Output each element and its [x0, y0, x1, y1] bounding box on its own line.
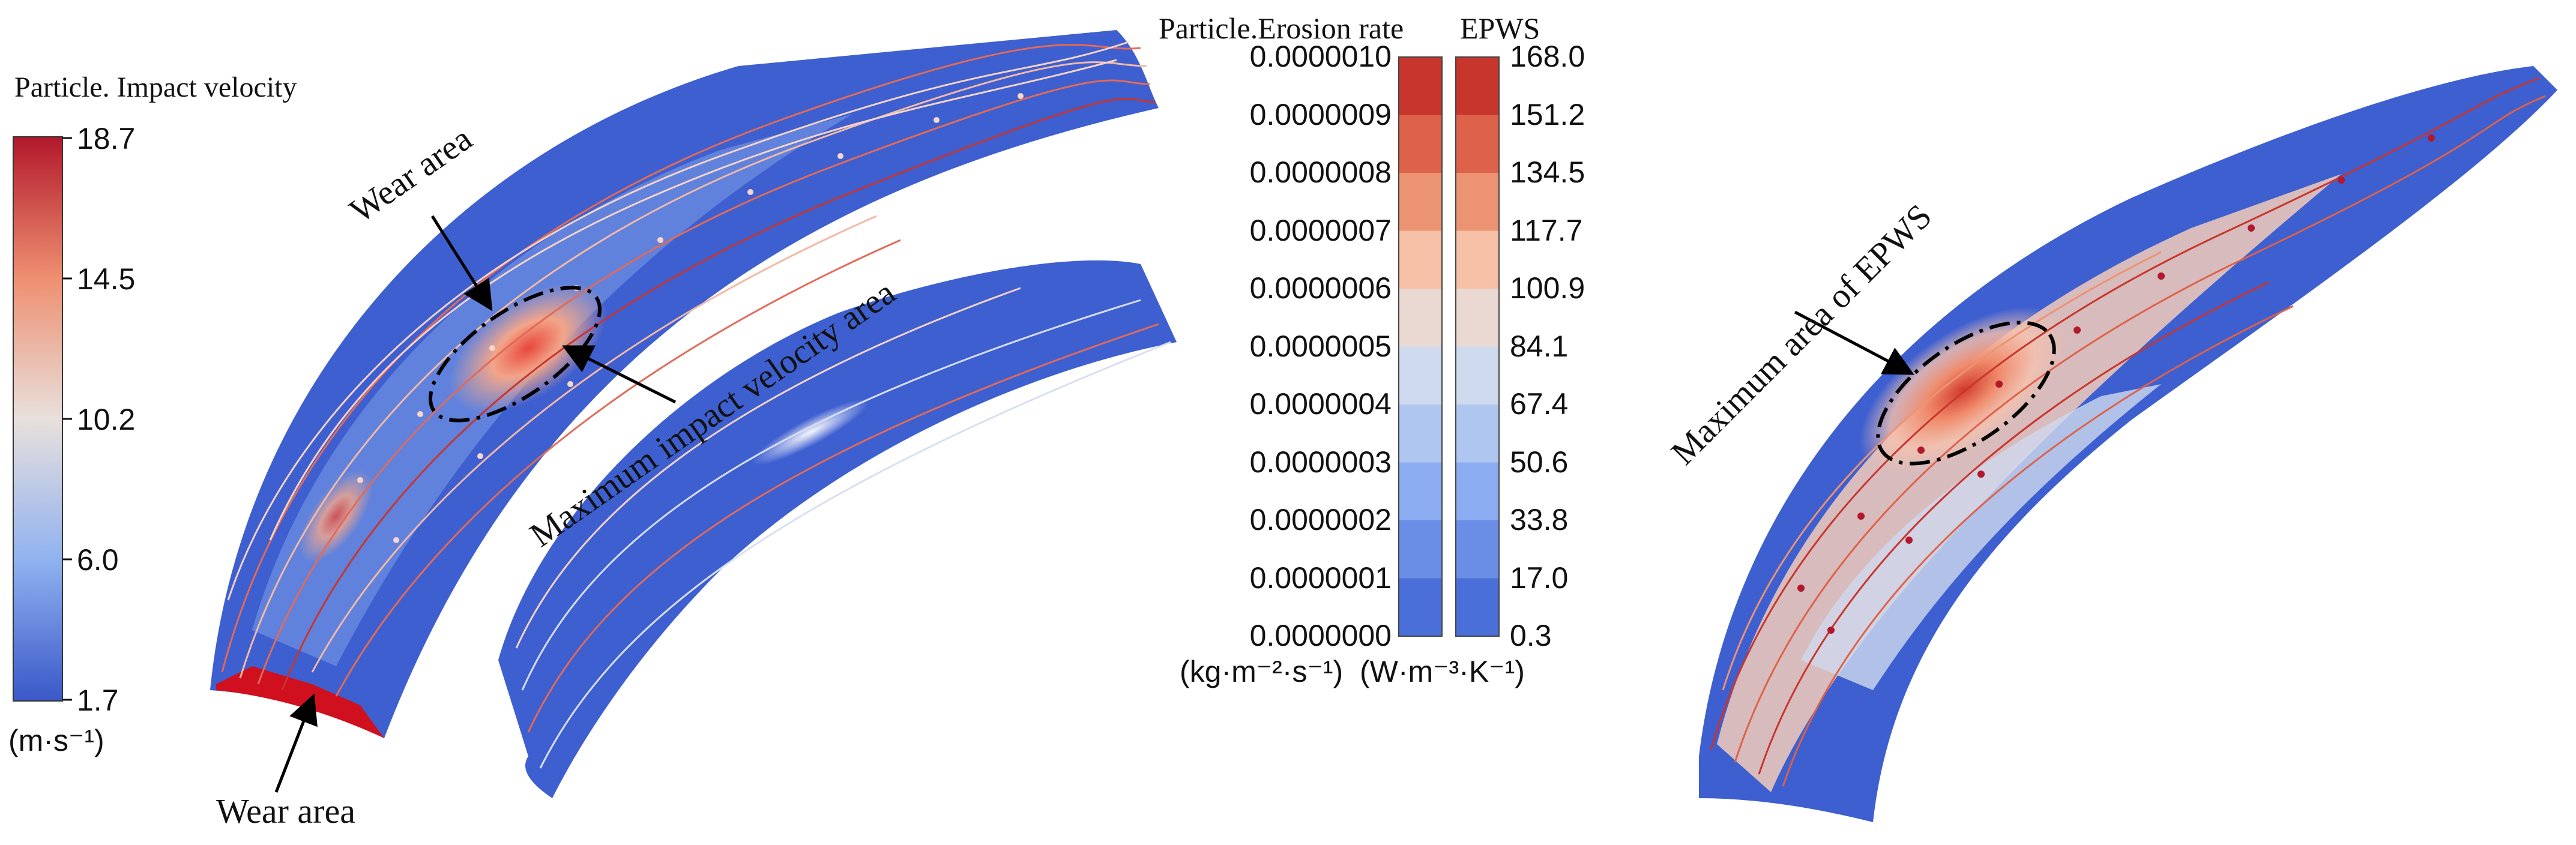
epws-tick-2: 134.5: [1510, 155, 1585, 189]
epws-band-6: [1456, 404, 1499, 463]
wear-area-bottom-label: Wear area: [216, 792, 355, 831]
epws-band-7: [1456, 462, 1499, 521]
epws-tick-0: 168.0: [1510, 40, 1585, 73]
impact-tick-0: 18.7: [77, 122, 136, 155]
blade-middle: [498, 260, 1177, 799]
erosion-tick-6: 0.0000004: [1249, 387, 1392, 421]
erosion-band-0: [1399, 57, 1442, 115]
erosion-band-8: [1399, 520, 1442, 579]
epws-legend-title: EPWS: [1460, 11, 1540, 45]
blade-left-hotspot-2: [299, 469, 373, 563]
erosion-tick-0: 0.0000010: [1249, 40, 1392, 73]
blade-right: [1699, 66, 2557, 822]
blade-right-streamlines: [1710, 77, 2546, 787]
max-impact-arrow: [562, 345, 677, 404]
impact-legend-title: Particle. Impact velocity: [14, 71, 297, 103]
blade-right-warm-band: [1717, 174, 2341, 792]
max-epws-arrow: [1794, 310, 1914, 375]
blade-right-particles: [1797, 134, 2435, 634]
epws-band-5: [1456, 346, 1499, 405]
blade-right-body: [1699, 66, 2557, 822]
impact-tick-4: 1.7: [77, 684, 119, 717]
erosion-tick-7: 0.0000003: [1249, 445, 1392, 479]
erosion-tick-1: 0.0000009: [1249, 97, 1392, 131]
epws-tick-10: 0.3: [1510, 619, 1552, 652]
erosion-band-6: [1399, 404, 1442, 463]
epws-tick-4: 100.9: [1510, 271, 1585, 305]
blade-middle-streamlines: [515, 287, 1171, 769]
blade-middle-glow: [752, 398, 869, 466]
blade-left-streamlines: [221, 41, 1156, 697]
erosion-band-1: [1399, 115, 1442, 173]
blade-left: [210, 30, 1159, 738]
erosion-colorbar-outline: [1398, 56, 1443, 637]
erosion-band-2: [1399, 173, 1442, 231]
epws-tick-3: 117.7: [1510, 213, 1583, 247]
erosion-tick-9: 0.0000001: [1249, 561, 1392, 595]
erosion-tick-8: 0.0000002: [1249, 503, 1392, 537]
erosion-legend-title: Particle.Erosion rate: [1159, 11, 1404, 45]
erosion-tick-4: 0.0000006: [1249, 271, 1392, 305]
impact-tick-3: 6.0: [77, 543, 119, 577]
erosion-tick-3: 0.0000007: [1249, 213, 1392, 247]
impact-colorbar: [13, 136, 63, 702]
erosion-legend-unit: (kg·m⁻²·s⁻¹): [1180, 655, 1344, 688]
blade-right-hotspot: [1859, 307, 2067, 474]
erosion-tick-10: 0.0000000: [1249, 619, 1392, 652]
erosion-band-9: [1399, 578, 1442, 637]
max-epws-ellipse: [1876, 320, 2056, 466]
erosion-band-3: [1399, 230, 1442, 289]
erosion-band-4: [1399, 289, 1442, 347]
blade-left-hotspot: [449, 283, 608, 413]
epws-band-2: [1456, 173, 1499, 231]
blade-left-light-band: [252, 114, 852, 666]
blade-right-light-zone: [1801, 384, 2161, 690]
epws-colorbar-outline: [1455, 56, 1500, 637]
erosion-band-7: [1399, 462, 1442, 521]
impact-tick-2: 10.2: [77, 403, 136, 436]
epws-tick-7: 50.6: [1510, 445, 1569, 479]
erosion-tick-5: 0.0000005: [1249, 329, 1392, 363]
erosion-band-5: [1399, 346, 1442, 405]
epws-tick-6: 67.4: [1510, 387, 1569, 421]
epws-band-1: [1456, 115, 1499, 173]
epws-band-3: [1456, 230, 1499, 289]
epws-band-8: [1456, 520, 1499, 579]
blade-left-body: [210, 30, 1159, 738]
epws-band-9: [1456, 578, 1499, 637]
epws-tick-5: 84.1: [1510, 329, 1569, 363]
epws-tick-9: 17.0: [1510, 561, 1569, 595]
epws-band-4: [1456, 289, 1499, 347]
erosion-colorbar: [1398, 56, 1443, 637]
wear-area-top-arrow: [430, 215, 493, 311]
epws-tick-8: 33.8: [1510, 503, 1569, 537]
impact-legend-unit: (m·s⁻¹): [8, 724, 104, 757]
blade-middle-body: [498, 260, 1177, 799]
epws-legend-unit: (W·m⁻³·K⁻¹): [1360, 655, 1525, 688]
impact-colorbar-ticks: [62, 137, 72, 701]
impact-tick-1: 14.5: [77, 262, 136, 296]
erosion-tick-2: 0.0000008: [1249, 155, 1392, 189]
epws-tick-1: 151.2: [1510, 97, 1585, 131]
max-impact-ellipse: [429, 286, 602, 422]
epws-colorbar: [1455, 56, 1500, 637]
wear-area-bottom-arrow: [274, 693, 318, 793]
epws-band-0: [1456, 57, 1499, 115]
